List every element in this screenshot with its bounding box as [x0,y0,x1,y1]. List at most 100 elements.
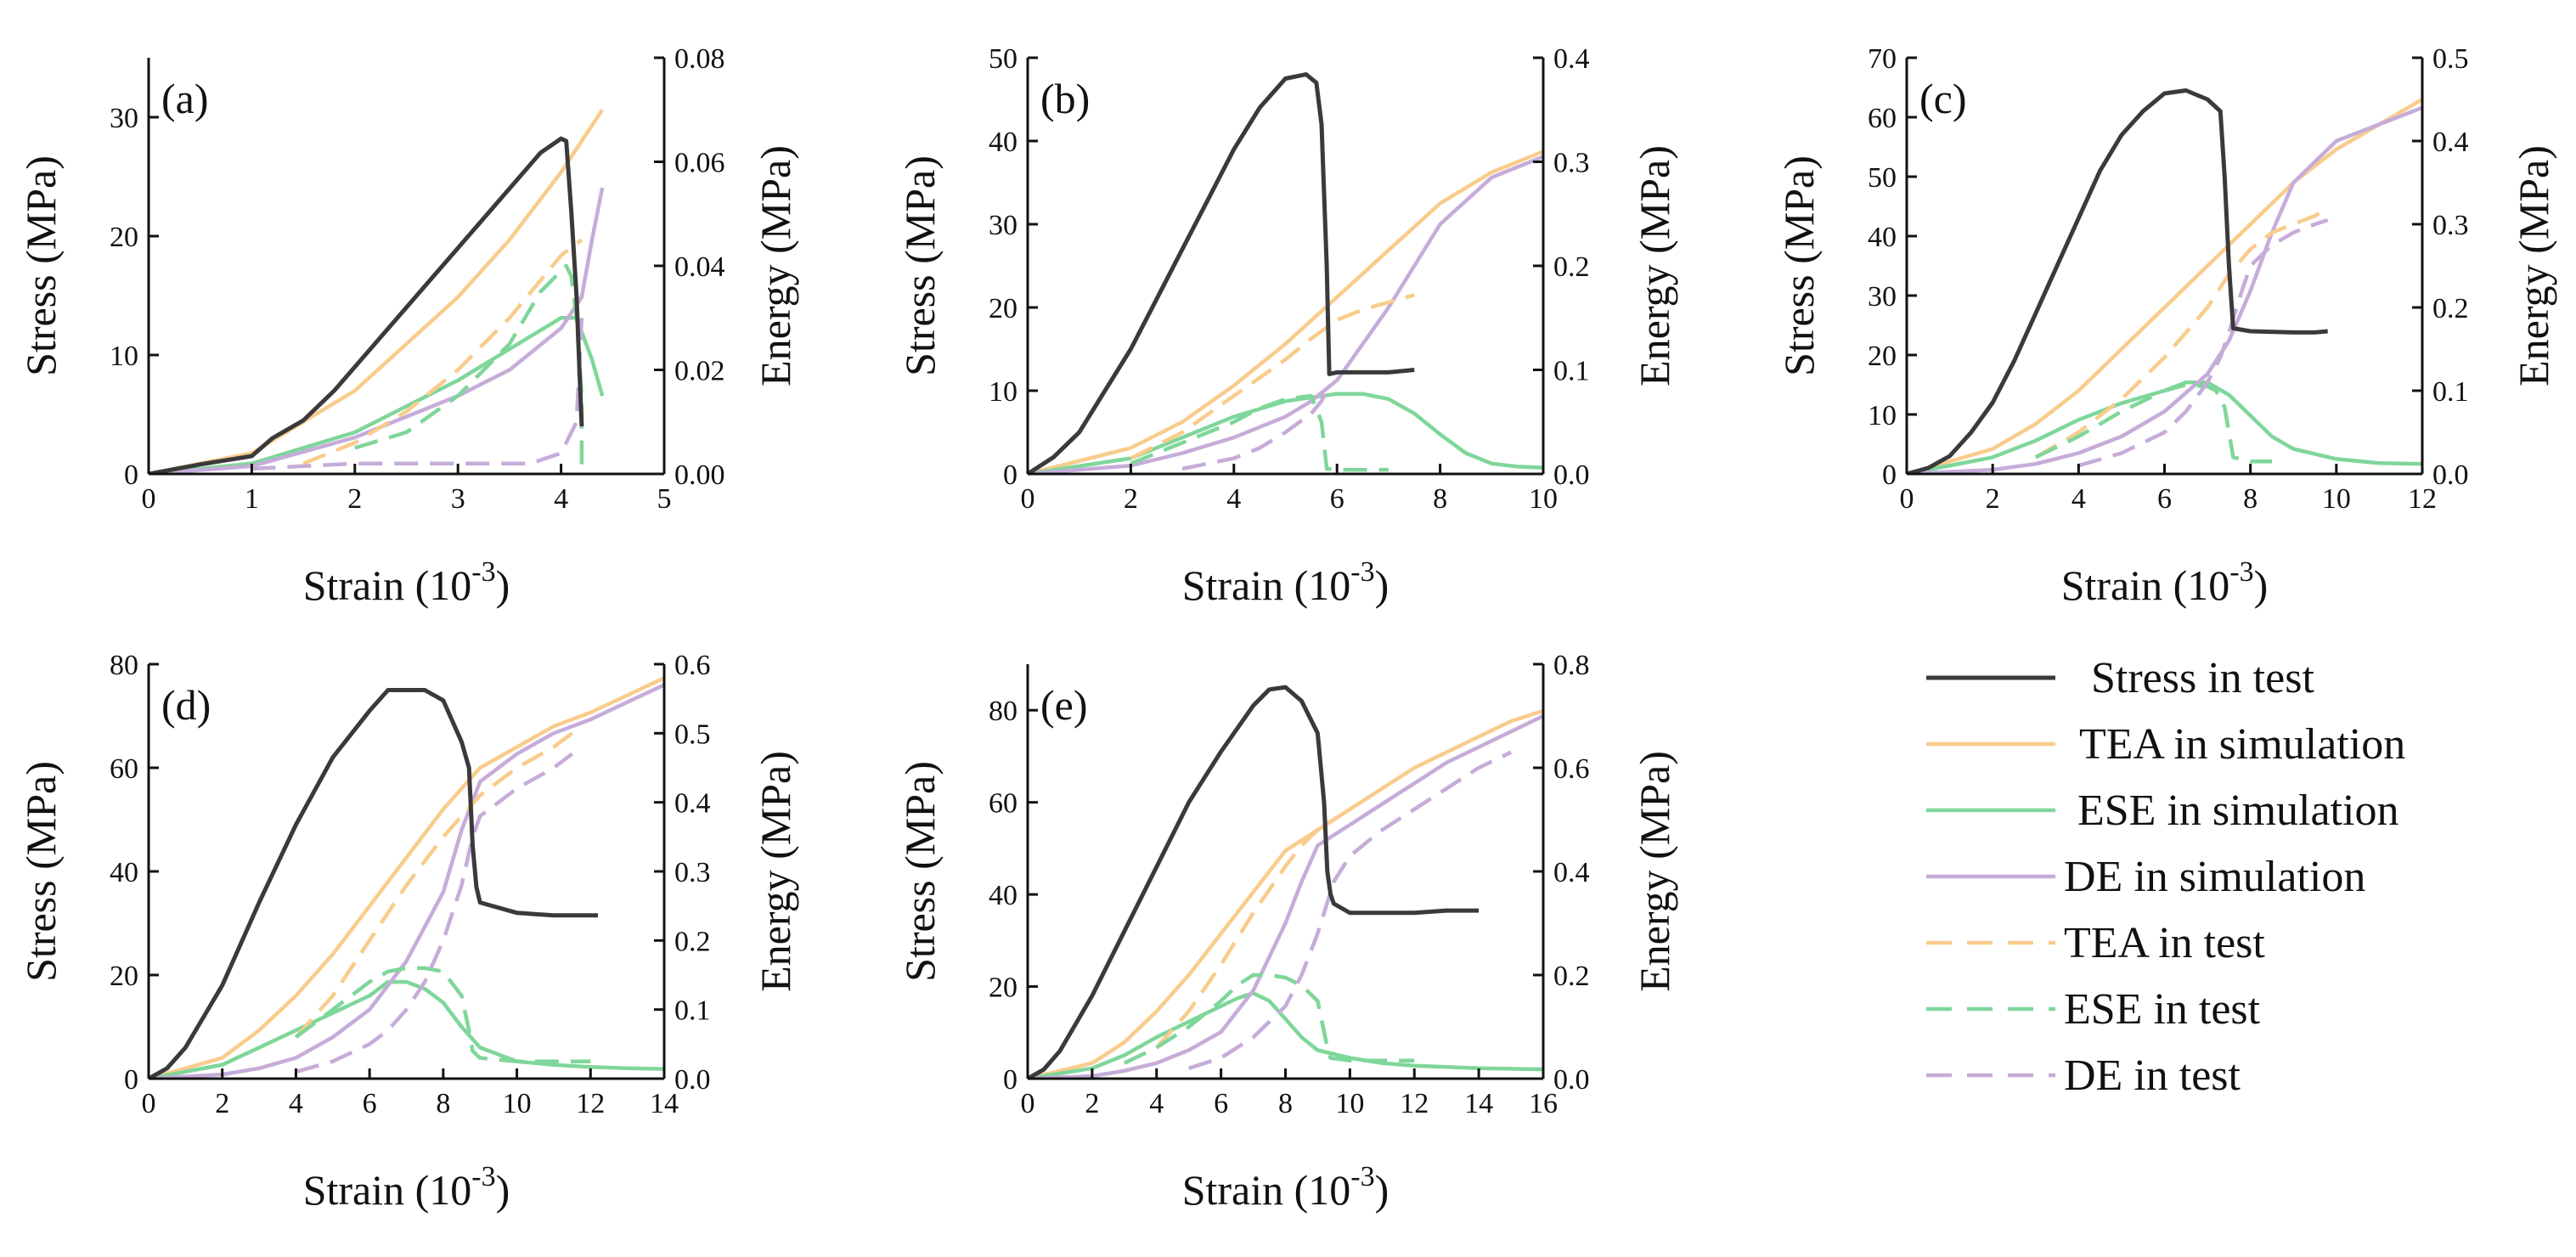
x-tick-label: 6 [1214,1088,1228,1119]
y-tick-label: 0 [1003,459,1017,491]
series-line-de-test [1181,390,1329,471]
y2-tick-label: 0.3 [674,857,711,888]
series-line-ese-sim [149,979,665,1079]
chart-panel-3: 0 2 4 6 8 10 12 0 10 20 30 40 50 60 70 0.0 0.1 0.2 0.3 0.4 0… [1775,43,2557,609]
series-group [149,108,605,474]
series-line-stress-test [149,688,598,1079]
y-tick-label: 80 [110,650,138,681]
legend-item-tea-sim: TEA in simulation [1926,720,2405,769]
series-line-de-test [251,318,584,471]
x-axis-title: Strain (10-3) [1182,1161,1389,1214]
y-tick-label: 80 [989,696,1017,727]
x-tick-label: 0 [1021,1088,1035,1119]
series-line-tea-test [1155,807,1351,1049]
y2-tick-label: 0.8 [1553,650,1590,681]
y-tick-label: 50 [989,43,1017,75]
x-tick-label: 14 [1464,1088,1493,1119]
series-line-tea-sim [149,676,665,1079]
y2-tick-label: 0.0 [1553,1064,1590,1096]
series-line-de-test [2077,217,2329,468]
y-axis-title: Stress (MPa) [1775,155,1823,376]
legend-item-de-test: DE in test [1926,1051,2241,1100]
series-line-de-sim [1028,713,1544,1079]
y-tick-label: 20 [989,972,1017,1004]
x-tick-label: 4 [2072,483,2086,515]
y-tick-label: 20 [989,293,1017,324]
panel-label: (d) [161,681,211,729]
series-line-stress-test [1028,72,1415,474]
x-tick-label: 16 [1529,1088,1558,1119]
x-tick-label: 0 [142,1088,156,1119]
y2-tick-label: 0.04 [674,251,725,283]
y-tick-label: 30 [1868,281,1897,313]
series-line-tea-sim [1028,708,1544,1079]
panel-label: (c) [1919,75,1967,122]
series-line-de-sim [149,187,605,474]
y2-tick-label: 0.4 [1553,43,1590,75]
legend: Stress in test TEA in simulation ESE in si… [1926,654,2405,1100]
x-tick-label: 10 [1529,483,1558,515]
series-line-de-test [295,752,573,1074]
legend-item-stress-test: Stress in test [1926,654,2314,702]
legend-item-de-sim: DE in simulation [1926,853,2365,901]
series-line-ese-test [354,263,584,474]
y2-tick-label: 0.4 [2432,127,2469,158]
y-tick-label: 0 [1882,459,1897,491]
y2-tick-label: 0.3 [1553,148,1590,179]
series-line-stress-test [1028,685,1480,1079]
series-line-de-test [1188,750,1513,1070]
chart-panel-5: 0 2 4 6 8 10 12 14 16 0 20 40 60 80 0.0 0.2 0.4 0.6 0.8 (e)… [896,650,1678,1214]
y-tick-label: 60 [110,753,138,785]
y2-tick-label: 0.0 [674,1064,711,1096]
y2-tick-label: 0.1 [1553,356,1590,387]
y2-tick-label: 0.4 [674,788,711,820]
y-tick-label: 50 [1868,162,1897,194]
x-tick-label: 4 [289,1088,303,1119]
y2-axis-title: Energy (MPa) [752,145,799,386]
y-tick-label: 60 [989,788,1017,820]
y2-tick-label: 0.2 [674,926,711,957]
series-line-ese-sim [149,316,605,474]
legend-label: TEA in simulation [2079,720,2405,769]
y-tick-label: 30 [110,103,138,134]
y-tick-label: 10 [1868,400,1897,431]
y2-tick-label: 0.2 [1553,961,1590,992]
y-tick-label: 60 [1868,103,1897,134]
x-tick-label: 10 [2322,483,2351,515]
x-tick-label: 8 [1278,1088,1293,1119]
y-tick-label: 70 [1868,43,1897,75]
x-axis-title: Strain (10-3) [303,1161,510,1214]
y-axis-title: Stress (MPa) [17,761,65,982]
y-tick-label: 10 [110,341,138,372]
x-tick-label: 3 [451,483,465,515]
y2-tick-label: 0.5 [674,719,711,750]
y2-tick-label: 0.2 [2432,293,2469,324]
panel-label: (a) [161,75,209,122]
x-tick-label: 12 [2408,483,2437,515]
chart-panel-1: 0 1 2 3 4 5 0 10 20 30 0.00 0.02 0.04 0.06 0.08 (a) Stra… [17,43,799,609]
series-line-de-sim [1907,105,2423,474]
legend-label: ESE in simulation [2077,786,2398,835]
y-tick-label: 20 [1868,341,1897,372]
x-axis-title: Strain (10-3) [2061,556,2269,609]
y-axis-title: Stress (MPa) [896,155,944,376]
x-tick-label: 0 [1021,483,1035,515]
y2-tick-label: 0.4 [1553,857,1590,888]
y2-tick-label: 0.0 [1553,459,1590,491]
series-line-ese-sim [1028,991,1544,1079]
legend-item-ese-sim: ESE in simulation [1926,786,2398,835]
y-tick-label: 0 [124,459,138,491]
x-tick-label: 5 [657,483,672,515]
y-tick-label: 30 [989,210,1017,241]
y2-tick-label: 0.6 [1553,753,1590,785]
y2-tick-label: 0.1 [2432,376,2469,408]
y2-tick-label: 0.3 [2432,210,2469,241]
series-line-tea-test [294,731,573,1039]
series-line-de-sim [149,683,665,1079]
x-tick-label: 6 [2157,483,2172,515]
y-tick-label: 0 [124,1064,138,1096]
series-line-stress-test [1907,88,2328,474]
panel-label: (e) [1040,681,1088,729]
y-tick-label: 20 [110,222,138,253]
x-tick-label: 8 [2243,483,2258,515]
